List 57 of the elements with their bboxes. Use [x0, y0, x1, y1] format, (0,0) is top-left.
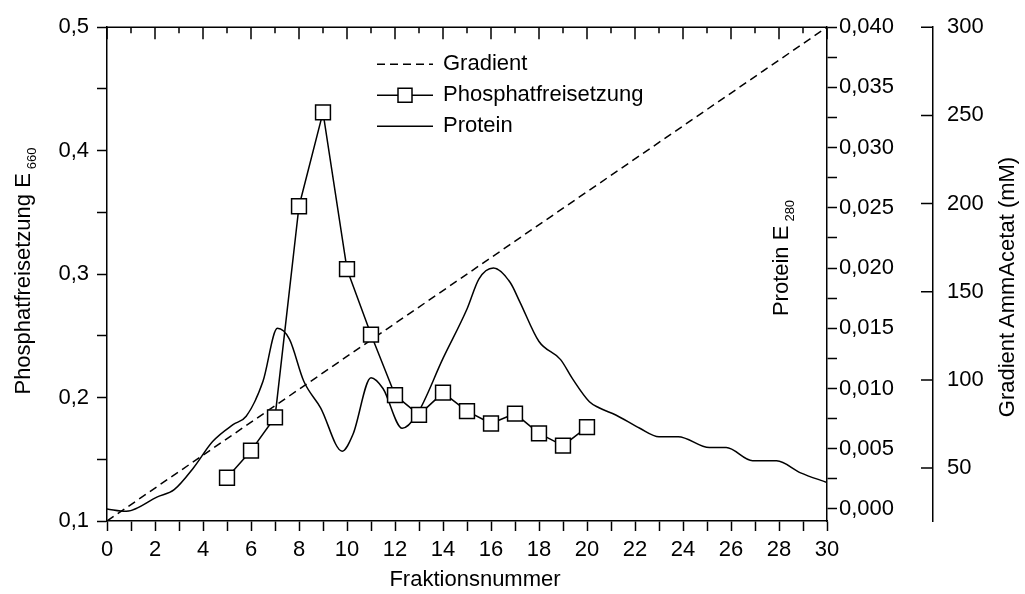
x-tick-label: 28	[766, 536, 792, 562]
x-tick-label: 30	[814, 536, 840, 562]
y2-tick-label: 0,015	[839, 314, 895, 340]
point	[314, 104, 332, 121]
y2-tick-label: 0,035	[839, 73, 895, 99]
y3-axis-title: Gradient AmmAcetat (mM)	[994, 156, 1020, 418]
point	[434, 384, 452, 401]
x-axis-title: Fraktionsnummer	[389, 566, 561, 592]
point	[410, 406, 428, 424]
y3-tick-label: 150	[947, 277, 984, 303]
y2-tick-label: 0,005	[839, 434, 895, 460]
y-tick-label: 0,3	[58, 260, 89, 286]
point	[218, 469, 236, 486]
y-tick-label: 0,2	[58, 383, 89, 409]
y3-tick-label: 100	[947, 365, 984, 391]
x-tick-label: 16	[478, 536, 504, 562]
point	[506, 405, 524, 422]
point	[338, 260, 356, 278]
x-tick-label: 2	[148, 536, 162, 562]
point	[530, 425, 548, 442]
y2-tick-label: 0,040	[839, 13, 895, 39]
y-tick-label: 0,1	[58, 507, 89, 533]
y3-tick-label: 200	[947, 189, 984, 215]
y3-tick-label: 300	[947, 13, 984, 39]
x-tick-label: 20	[574, 536, 600, 562]
x-tick-label: 14	[430, 536, 456, 562]
point	[290, 198, 308, 215]
x-tick-label: 4	[196, 536, 210, 562]
y2-tick-label: 0,020	[839, 254, 895, 280]
y2-tick-label: 0,010	[839, 374, 895, 400]
legend-label: Phosphatfreisetzung	[443, 81, 644, 107]
x-tick-label: 24	[670, 536, 696, 562]
point	[458, 402, 476, 420]
y2-tick-label: 0,025	[839, 193, 895, 219]
y2-tick-label: 0,000	[839, 495, 895, 521]
x-tick-label: 12	[382, 536, 408, 562]
x-tick-label: 22	[622, 536, 648, 562]
x-tick-label: 18	[526, 536, 552, 562]
x-tick-label: 8	[292, 536, 306, 562]
x-tick-label: 26	[718, 536, 744, 562]
point	[554, 437, 572, 454]
y3-tick-label: 250	[947, 101, 984, 127]
x-tick-label: 10	[334, 536, 360, 562]
y-tick-label: 0,5	[58, 13, 89, 39]
point	[482, 415, 500, 432]
y-tick-label: 0,4	[58, 136, 89, 162]
point	[266, 409, 284, 426]
legend-label: Gradient	[443, 50, 528, 76]
legend-label: Protein	[443, 112, 513, 138]
x-tick-label: 0	[100, 536, 114, 562]
point	[242, 442, 260, 459]
point	[386, 386, 404, 404]
point	[578, 419, 596, 436]
y2-tick-label: 0,030	[839, 133, 895, 159]
point	[362, 326, 380, 343]
x-tick-label: 6	[244, 536, 258, 562]
y3-tick-label: 50	[947, 454, 972, 480]
